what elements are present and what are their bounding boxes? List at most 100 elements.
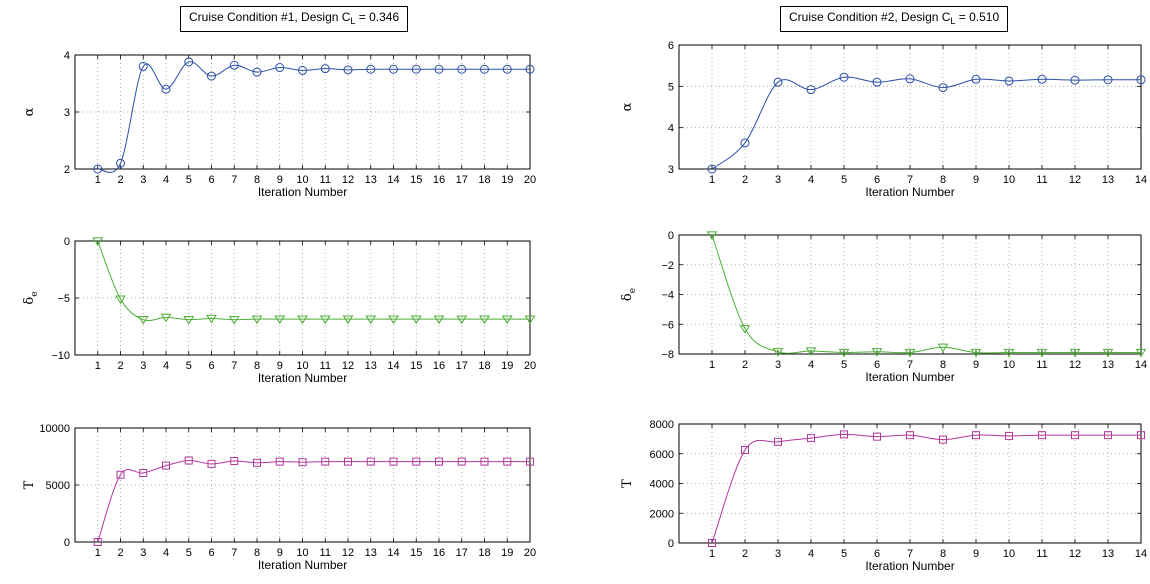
- chart2-panel2-ytick-label: −2: [661, 260, 674, 272]
- chart2-panel1-xtick-label: 1: [709, 174, 715, 186]
- chart2-panel2-ylabel: δe: [620, 288, 638, 301]
- chart2-panel3-xlabel: Iteration Number: [865, 559, 954, 573]
- chart1-panel3-point: [275, 457, 284, 466]
- chart2-panel3-ylabel: T: [620, 479, 635, 488]
- chart2-panel3-point: [807, 434, 815, 443]
- chart1-panel2-point: [274, 315, 286, 325]
- chart2-panel1-point: [872, 77, 882, 87]
- chart2-panel1-point: [1004, 76, 1014, 86]
- chart1-panel1-xtick-label: 16: [433, 174, 445, 186]
- chart1-panel3-point: [526, 457, 534, 466]
- chart2-panel1-point: [1103, 75, 1113, 85]
- chart1-panel1-point: [116, 158, 125, 168]
- chart2-panel2-xtick-label: 10: [1003, 359, 1015, 371]
- chart1-panel1-xtick-label: 6: [208, 174, 214, 186]
- chart1-panel1-point: [207, 71, 216, 81]
- chart1-panel2-xtick-label: 12: [342, 360, 354, 372]
- chart2-panel3-point: [774, 437, 782, 446]
- chart2-panel3-point: [972, 431, 980, 440]
- chart2-panel2-point: [838, 348, 850, 358]
- chart2-panel1-ytick-label: 3: [668, 164, 674, 176]
- chart2-panel3-point: [939, 435, 947, 444]
- chart2-panel2-point: [871, 348, 883, 357]
- chart1-panel3-point: [389, 457, 398, 466]
- chart1-panel2-point: [137, 316, 149, 325]
- chart2-panel1-ytick-label: 5: [668, 81, 674, 93]
- chart1-panel3-point: [344, 457, 352, 466]
- chart1-panel1-point: [252, 67, 262, 77]
- chart1-panel3-xtick-label: 5: [186, 547, 192, 559]
- chart1-panel2-xtick-label: 8: [254, 360, 260, 372]
- chart1-panel2-xtick-label: 11: [320, 360, 331, 372]
- chart1-panel3-point: [162, 461, 170, 470]
- chart1-panel2-point: [228, 316, 240, 325]
- chart1-panel2-point: [206, 314, 217, 324]
- chart1-panel1-point: [457, 64, 467, 74]
- chart1-panel3-xtick-label: 4: [163, 547, 169, 559]
- chart2-panel1-point: [839, 72, 849, 82]
- chart1-panel1-xtick-label: 5: [186, 174, 192, 186]
- chart1-panel2-xtick-label: 6: [208, 360, 214, 372]
- chart1-panel3-point: [298, 458, 307, 467]
- chart1-panel2-point: [160, 313, 172, 323]
- chart1-panel3-point: [503, 457, 512, 466]
- chart2-panel1-xtick-label: 14: [1135, 174, 1147, 186]
- chart1-panel2-point: [297, 315, 308, 325]
- chart2-panel3-xtick-label: 10: [1003, 548, 1015, 560]
- chart2-panel3-point: [1005, 431, 1013, 440]
- chart2-panel2-point: [904, 348, 916, 358]
- chart1-panel3-ylabel: T: [22, 480, 37, 489]
- chart1-panel1-point: [366, 64, 376, 74]
- chart2-panel3-xtick-label: 8: [940, 548, 946, 560]
- chart1-panel1-point: [343, 65, 353, 75]
- chart2-panel2-xtick-label: 3: [775, 359, 781, 371]
- chart1-panel2-xtick-label: 19: [501, 360, 513, 372]
- chart1-panel2-xtick-label: 17: [456, 360, 468, 372]
- chart1-panel2-xtick-label: 5: [186, 360, 192, 372]
- chart2-panel2-point: [805, 347, 817, 357]
- chart1-panel3-xtick-label: 18: [478, 547, 490, 559]
- chart2-panel1-point: [905, 74, 915, 84]
- chart1-panel1-xtick-label: 18: [478, 174, 490, 186]
- chart2-panel3-ytick-label: 6000: [650, 449, 674, 461]
- chart1-panel2-point: [251, 315, 263, 325]
- chart1-panel3-xtick-label: 12: [342, 547, 354, 559]
- chart2-panel2-series-line: [711, 234, 1141, 354]
- chart2-panel1-point: [1136, 75, 1146, 85]
- chart2-panel1-point: [740, 138, 750, 148]
- chart1-panel2-xtick-label: 14: [387, 360, 399, 372]
- chart1-panel1-point: [298, 65, 307, 75]
- chart2-panel2-ytick-label: −4: [661, 290, 674, 302]
- chart1-panel1-point: [389, 64, 398, 74]
- chart1-panel2-ylabel: δe: [22, 291, 40, 304]
- chart-title-right-tail: = 0.510: [955, 10, 1000, 24]
- chart2-panel2-point: [1135, 348, 1147, 358]
- chart2-panel2-ytick-label: 0: [668, 230, 674, 242]
- chart2-panel2-point: [706, 231, 718, 240]
- chart2-panel1-point: [1037, 74, 1047, 84]
- chart2-panel3-xtick-label: 13: [1102, 548, 1114, 560]
- chart2-panel1-xtick-label: 6: [874, 174, 880, 186]
- chart1-panel1-point: [161, 84, 171, 94]
- chart-title-left-sub: L: [350, 16, 356, 26]
- chart2-panel3-xtick-label: 4: [808, 548, 814, 560]
- chart1-panel3-xtick-label: 16: [433, 547, 445, 559]
- chart1-panel3-xtick-label: 8: [254, 547, 260, 559]
- chart2-panel3-xtick-label: 7: [907, 548, 913, 560]
- chart1-panel3-xtick-label: 20: [524, 547, 536, 559]
- chart1-panel3-point: [366, 457, 375, 466]
- chart2-panel1-series-line: [711, 76, 1142, 170]
- chart2-panel3-point: [1071, 431, 1079, 440]
- chart1-panel3-xtick-label: 19: [501, 547, 513, 559]
- chart1-panel1-point: [320, 64, 330, 74]
- chart2-panel2-xtick-label: 4: [808, 359, 814, 371]
- chart1-panel1-point: [525, 64, 535, 74]
- chart2-panel1-point: [971, 74, 981, 84]
- chart2-panel2-point: [937, 343, 949, 353]
- chart1-panel2-xtick-label: 1: [95, 360, 101, 372]
- chart-title-right-sub: L: [950, 16, 956, 26]
- chart2-panel2-xtick-label: 1: [709, 359, 715, 371]
- chart2-panel3-xtick-label: 12: [1069, 548, 1081, 560]
- chart1-panel2-xlabel: Iteration Number: [258, 371, 347, 385]
